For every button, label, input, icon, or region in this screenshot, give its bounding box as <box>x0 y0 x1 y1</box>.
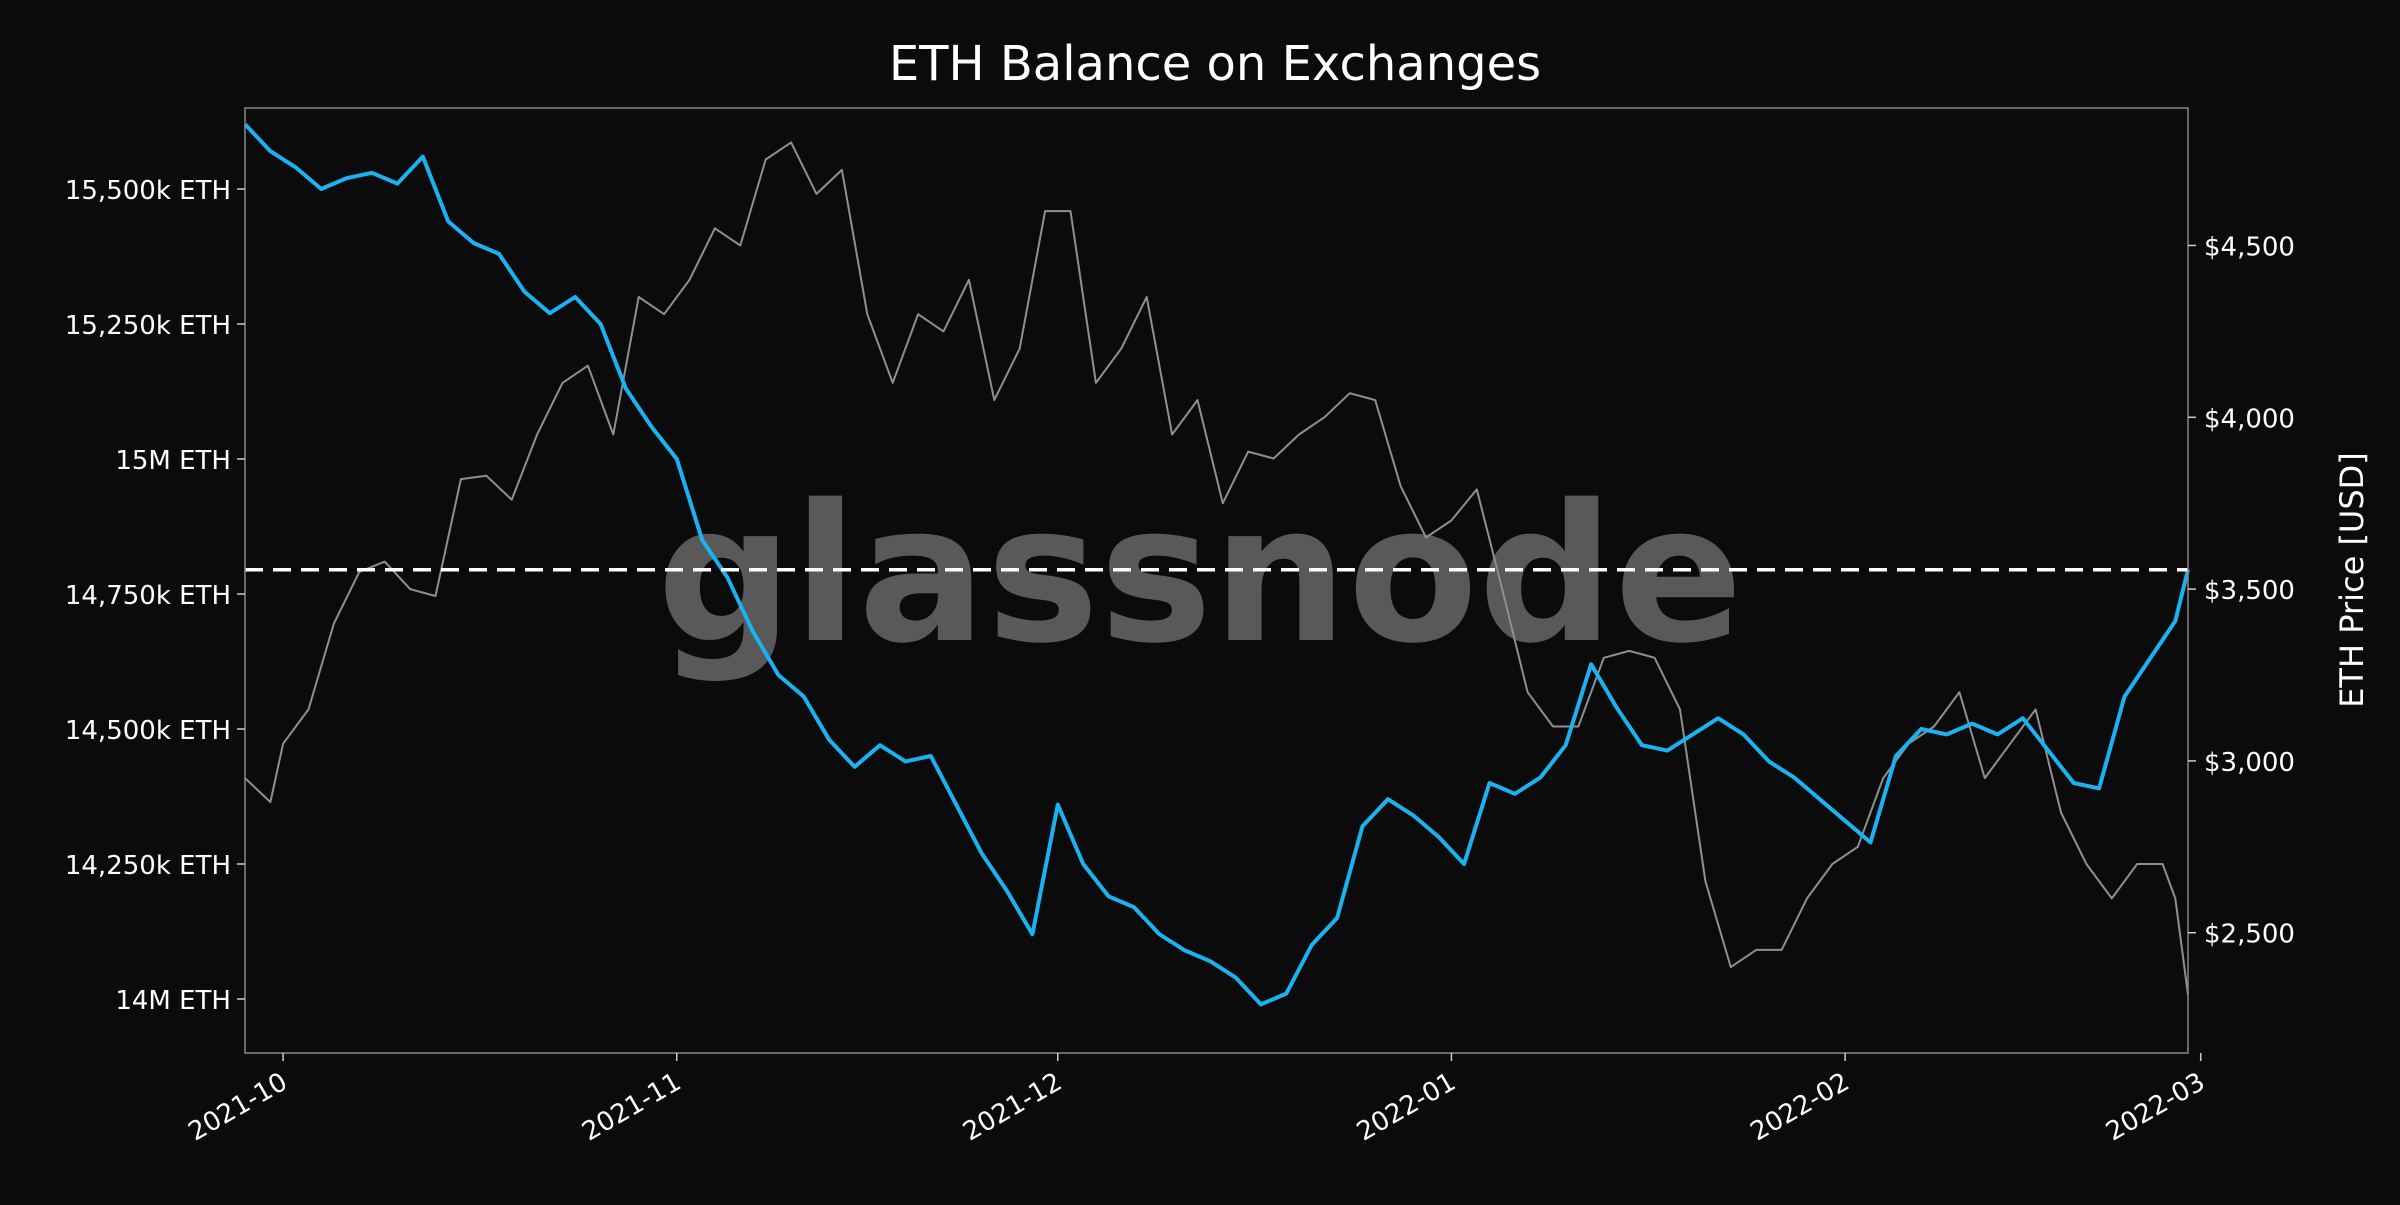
plot-frame <box>244 107 2189 1054</box>
left-tick-label: 14,250k ETH <box>65 851 231 881</box>
right-tick-label: $2,500 <box>2204 920 2295 950</box>
left-tick-label: 15,250k ETH <box>65 311 231 341</box>
right-tick-label: $4,000 <box>2204 404 2295 434</box>
right-axis-label: ETH Price [USD] <box>2333 452 2371 708</box>
right-tick-label: $4,500 <box>2204 232 2295 262</box>
plot-area <box>243 122 2190 1007</box>
left-y-axis: 14M ETH 14,250k ETH 14,500k ETH 14,750k ETH… <box>65 176 245 1016</box>
eth-price-line <box>244 141 2189 995</box>
chart-title: ETH Balance on Exchanges <box>889 36 1541 92</box>
left-tick-label: 15,500k ETH <box>65 176 231 206</box>
left-tick-label: 14,500k ETH <box>65 716 231 746</box>
left-tick-label: 14,750k ETH <box>65 581 231 611</box>
left-tick-label: 14M ETH <box>115 986 231 1016</box>
left-tick-label: 15M ETH <box>115 446 231 476</box>
glassnode-watermark: glassnode <box>657 464 1743 685</box>
eth-balance-line <box>243 122 2190 1007</box>
right-tick-label: $3,500 <box>2204 576 2295 606</box>
right-tick-label: $3,000 <box>2204 748 2295 778</box>
right-y-axis: $2,500 $3,000 $3,500 $4,000 $4,500 <box>2188 232 2295 950</box>
